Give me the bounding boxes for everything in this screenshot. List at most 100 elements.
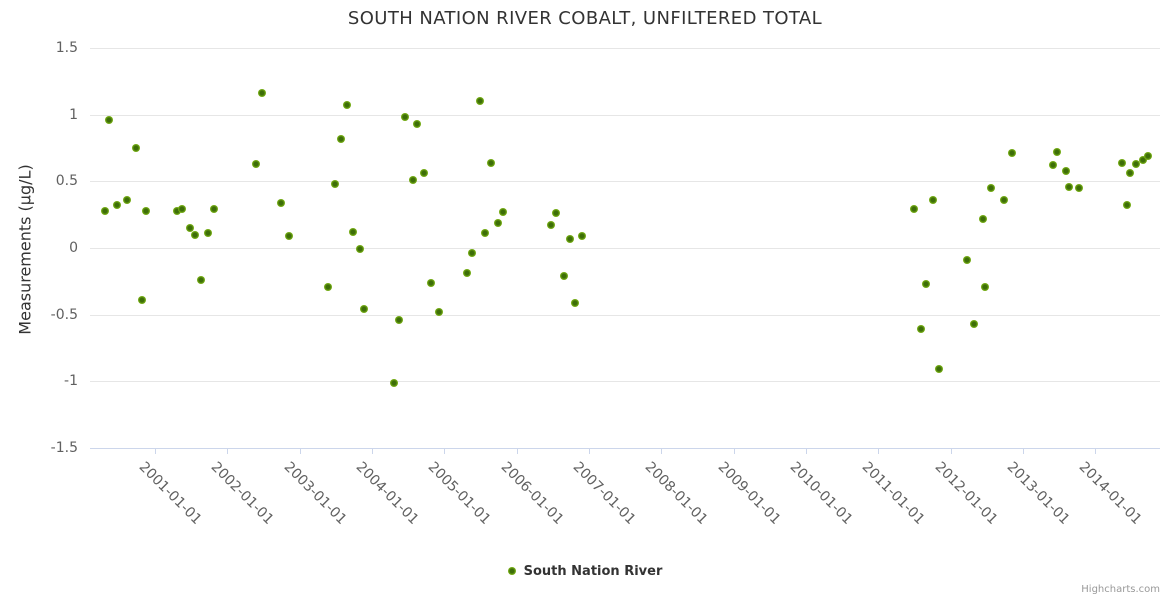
data-point[interactable] [981,282,990,291]
data-point[interactable] [916,325,925,334]
data-point[interactable] [186,224,195,232]
data-point[interactable] [577,232,586,240]
data-point[interactable] [499,208,508,216]
data-point[interactable] [355,245,364,254]
data-point[interactable] [910,205,919,214]
data-point[interactable] [1117,158,1126,167]
data-point[interactable] [113,201,122,210]
data-point[interactable] [1132,160,1141,168]
data-point[interactable] [978,214,987,223]
data-point[interactable] [178,205,187,214]
data-point[interactable] [131,144,140,152]
x-axis-tick-label: 2013-01-01 [1003,459,1073,528]
y-axis-tick-label: -0.5 [50,307,78,323]
data-point[interactable] [257,89,266,98]
x-axis-tick [951,448,952,454]
data-point[interactable] [1065,182,1074,191]
y-axis-tick-label: -1 [64,373,78,389]
data-point[interactable] [547,221,556,230]
x-axis-tick [155,448,156,454]
gridline [90,315,1160,316]
x-axis-tick-label: 2005-01-01 [424,459,494,528]
data-point[interactable] [434,308,443,316]
data-point[interactable] [336,134,345,143]
data-point[interactable] [468,249,477,258]
data-point[interactable] [123,196,132,204]
data-point[interactable] [969,320,978,328]
x-axis-tick [300,448,301,454]
legend-marker-icon [507,567,516,575]
x-axis-tick-label: 2012-01-01 [931,459,1001,528]
data-point[interactable] [552,209,561,218]
data-point[interactable] [360,305,368,314]
data-point[interactable] [394,316,403,324]
data-point[interactable] [1123,201,1131,210]
data-point[interactable] [571,298,580,307]
data-point[interactable] [463,269,472,278]
data-point[interactable] [105,116,114,124]
data-point[interactable] [1000,196,1009,204]
data-point[interactable] [412,120,421,128]
data-point[interactable] [475,97,484,106]
data-point[interactable] [137,296,146,304]
x-axis-tick-label: 2007-01-01 [569,459,639,528]
data-point[interactable] [210,205,218,214]
data-point[interactable] [277,198,286,207]
data-point[interactable] [172,206,181,215]
data-point[interactable] [486,158,495,167]
data-point[interactable] [481,229,490,238]
gridline [90,115,1160,116]
data-point[interactable] [921,280,930,288]
x-axis-tick-label: 2009-01-01 [714,459,784,528]
data-point[interactable] [203,229,212,238]
x-axis-tick [517,448,518,454]
highcharts-credits-link[interactable]: Highcharts.com [1081,584,1160,595]
data-point[interactable] [330,180,339,188]
data-point[interactable] [420,169,429,178]
data-point[interactable] [323,282,332,291]
data-point[interactable] [141,206,150,215]
x-axis-tick-label: 2010-01-01 [786,459,856,528]
x-axis-tick-label: 2014-01-01 [1075,459,1145,528]
data-point[interactable] [1074,184,1083,192]
data-point[interactable] [409,176,418,184]
y-axis-tick-label: 0.5 [55,173,78,189]
data-point[interactable] [389,378,398,387]
data-point[interactable] [559,272,568,280]
x-axis-tick [589,448,590,454]
data-point[interactable] [1144,152,1152,160]
data-point[interactable] [401,113,410,122]
data-point[interactable] [1062,166,1071,175]
data-point[interactable] [1125,169,1134,178]
data-point[interactable] [962,256,971,264]
gridline [90,181,1160,182]
data-point[interactable] [252,160,260,168]
data-point[interactable] [1008,149,1017,158]
data-point[interactable] [494,218,503,227]
x-axis-tick-label: 2002-01-01 [207,459,277,528]
data-point[interactable] [190,230,199,239]
x-axis-tick-label: 2006-01-01 [497,459,567,528]
data-point[interactable] [197,276,206,284]
y-axis-tick-label: 1 [69,107,78,123]
data-point[interactable] [426,278,435,287]
data-point[interactable] [1053,148,1062,156]
data-point[interactable] [1049,161,1058,170]
y-axis-tick-label: 0 [69,240,78,256]
gridline [90,48,1160,49]
legend-item-south-nation-river[interactable]: South Nation River [0,562,1170,580]
data-point[interactable] [100,206,109,215]
data-point[interactable] [284,232,293,240]
data-point[interactable] [349,228,358,236]
x-axis-tick [1095,448,1096,454]
data-point[interactable] [566,234,575,243]
data-point[interactable] [987,184,995,192]
data-point[interactable] [342,101,351,110]
data-point[interactable] [934,365,943,374]
data-point[interactable] [1138,156,1147,164]
data-point[interactable] [929,196,938,204]
y-axis-tick-label: -1.5 [50,440,78,456]
gridline [90,381,1160,382]
x-axis-tick-label: 2011-01-01 [858,459,928,528]
